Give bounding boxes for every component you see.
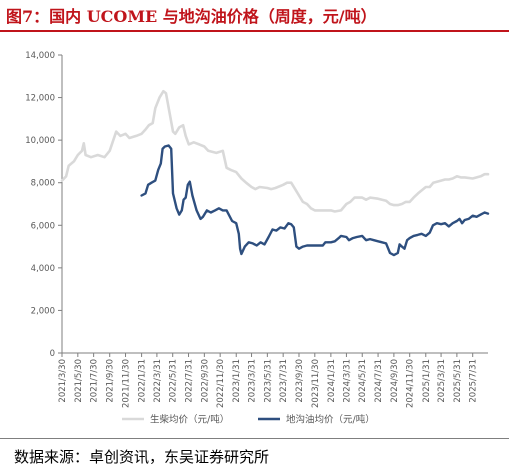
- series-line-biodiesel: [60, 89, 490, 213]
- x-tick-label: 2023/7/31: [279, 359, 289, 403]
- x-tick-label: 2023/1/31: [232, 359, 242, 403]
- x-tick-label: 2023/11/30: [311, 359, 321, 408]
- x-tick-label: 2025/1/31: [422, 359, 432, 403]
- series-line-waste-oil: [140, 144, 490, 257]
- x-tick-label: 2021/5/30: [74, 359, 84, 403]
- y-tick-label: 6,000: [31, 221, 55, 231]
- y-tick-label: 0: [50, 349, 55, 359]
- x-tick-label: 2024/9/30: [390, 359, 400, 403]
- legend-item-waste-oil-label: 地沟油均价（元/吨）: [286, 414, 375, 426]
- x-tick-label: 2024/3/31: [342, 359, 352, 403]
- x-tick-label: 2022/3/31: [153, 359, 163, 403]
- x-tick-label: 2024/11/30: [406, 359, 416, 408]
- y-tick-label: 2,000: [31, 306, 55, 316]
- x-tick-label: 2025/5/31: [453, 359, 463, 403]
- y-tick-label: 4,000: [31, 264, 55, 274]
- x-tick-label: 2024/7/31: [374, 359, 384, 403]
- y-axis: 0 2,000 4,000 6,000 8,000 10,000 12,000 14,000: [25, 51, 63, 359]
- x-tick-label: 2022/1/31: [138, 359, 148, 403]
- x-tick-label: 2024/1/31: [327, 359, 337, 403]
- data-source-note: 数据来源：卓创资讯，东吴证券研究所: [14, 448, 270, 466]
- x-tick-label: 2025/7/31: [469, 359, 479, 403]
- chart-legend: 生柴均价（元/吨） 地沟油均价（元/吨）: [122, 414, 375, 426]
- x-tick-label: 2022/5/31: [169, 359, 179, 403]
- x-tick-label: 2022/11/30: [216, 359, 226, 408]
- y-tick-label: 12,000: [25, 94, 55, 104]
- series-lines: [60, 89, 490, 257]
- title-divider: [0, 30, 509, 32]
- x-tick-label: 2021/3/30: [58, 359, 68, 403]
- x-tick-label: 2022/7/31: [185, 359, 195, 403]
- x-axis: 2021/3/30 2021/5/30 2021/7/30 2021/9/30 2021…: [58, 352, 488, 408]
- y-tick-label: 14,000: [25, 51, 55, 61]
- legend-item-biodiesel-label: 生柴均价（元/吨）: [150, 414, 229, 426]
- x-tick-label: 2022/9/30: [200, 359, 210, 403]
- x-tick-label: 2023/9/30: [295, 359, 305, 403]
- line-chart: 02,0004,0006,0008,00010,00012,00014,000 …: [25, 51, 490, 426]
- x-tick-label: 2023/3/31: [248, 359, 258, 403]
- y-tick-label: 10,000: [25, 136, 55, 146]
- x-tick-label: 2021/9/30: [106, 359, 116, 403]
- x-tick-label: 2021/7/30: [90, 359, 100, 403]
- x-tick-label: 2025/3/31: [437, 359, 447, 403]
- source-divider: [0, 438, 509, 439]
- x-tick-label: 2021/11/30: [122, 359, 132, 408]
- figure-title: 图7：国内 UCOME 与地沟油价格（周度，元/吨）: [6, 7, 377, 26]
- x-tick-label: 2024/5/31: [358, 359, 368, 403]
- x-tick-label: 2023/5/31: [263, 359, 273, 403]
- y-tick-label: 8,000: [31, 179, 55, 189]
